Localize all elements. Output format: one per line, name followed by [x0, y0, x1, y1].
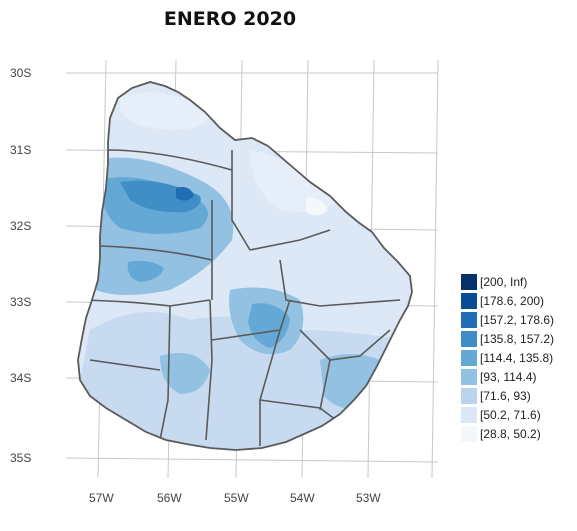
contour-band-50-71-ne — [250, 150, 340, 212]
legend-swatch — [461, 425, 477, 442]
legend-item: [157.2, 178.6) — [461, 310, 554, 329]
lat-axis: 30S 31S 32S 33S 34S 35S — [10, 66, 31, 465]
contour-band-157-178-peak — [176, 187, 194, 201]
legend-label: [50.2, 71.6) — [480, 407, 541, 422]
lat-label-35s: 35S — [10, 451, 31, 465]
lon-label-54w: 54W — [290, 491, 315, 505]
legend-item: [114.4, 135.8) — [461, 348, 554, 367]
legend-label: [28.8, 50.2) — [480, 426, 541, 441]
legend-item: [200, Inf) — [461, 272, 554, 291]
lon-label-55w: 55W — [224, 491, 249, 505]
legend-label: [200, Inf) — [480, 274, 528, 289]
legend-label: [114.4, 135.8) — [480, 350, 554, 365]
legend-label: [178.6, 200) — [480, 293, 545, 308]
lat-label-32s: 32S — [10, 219, 31, 233]
lon-label-56w: 56W — [157, 491, 182, 505]
lat-label-34s: 34S — [10, 371, 31, 385]
legend-swatch — [461, 368, 477, 385]
lon-label-57w: 57W — [89, 491, 114, 505]
contour-band-93-114-south — [160, 353, 210, 394]
contour-band-114-135-center — [248, 303, 290, 348]
lon-label-53w: 53W — [356, 491, 381, 505]
lat-label-30s: 30S — [10, 66, 31, 80]
parallel-35s — [65, 457, 439, 463]
legend-label: [157.2, 178.6) — [480, 312, 555, 327]
legend-swatch — [461, 349, 477, 366]
legend-label: [71.6, 93) — [480, 388, 531, 403]
legend-item: [93, 114.4) — [461, 367, 554, 386]
legend-swatch — [461, 387, 477, 404]
department-borders — [85, 149, 401, 446]
lat-label-31s: 31S — [10, 143, 31, 157]
legend-swatch — [461, 273, 477, 290]
legend-swatch — [461, 292, 477, 309]
legend-label: [93, 114.4) — [480, 369, 537, 384]
contour-band-114-135-sw — [127, 260, 164, 282]
legend: [200, Inf) [178.6, 200) [157.2, 178.6) [135… — [461, 272, 554, 443]
contour-band-28-50-spot — [306, 197, 328, 216]
legend-label: [135.8, 157.2) — [480, 331, 555, 346]
lon-axis: 57W 56W 55W 54W 53W — [89, 491, 381, 505]
legend-item: [28.8, 50.2) — [461, 424, 554, 443]
legend-item: [135.8, 157.2) — [461, 329, 554, 348]
legend-swatch — [461, 330, 477, 347]
precipitation-map — [77, 81, 413, 451]
lat-label-33s: 33S — [10, 295, 31, 309]
legend-swatch — [461, 406, 477, 423]
map-title: ENERO 2020 — [163, 8, 297, 30]
legend-item: [178.6, 200) — [461, 291, 554, 310]
country-outline — [77, 81, 413, 451]
legend-item: [71.6, 93) — [461, 386, 554, 405]
legend-swatch — [461, 311, 477, 328]
legend-item: [50.2, 71.6) — [461, 405, 554, 424]
meridian-52w — [431, 59, 439, 479]
contour-band-50-71-north — [120, 92, 210, 130]
